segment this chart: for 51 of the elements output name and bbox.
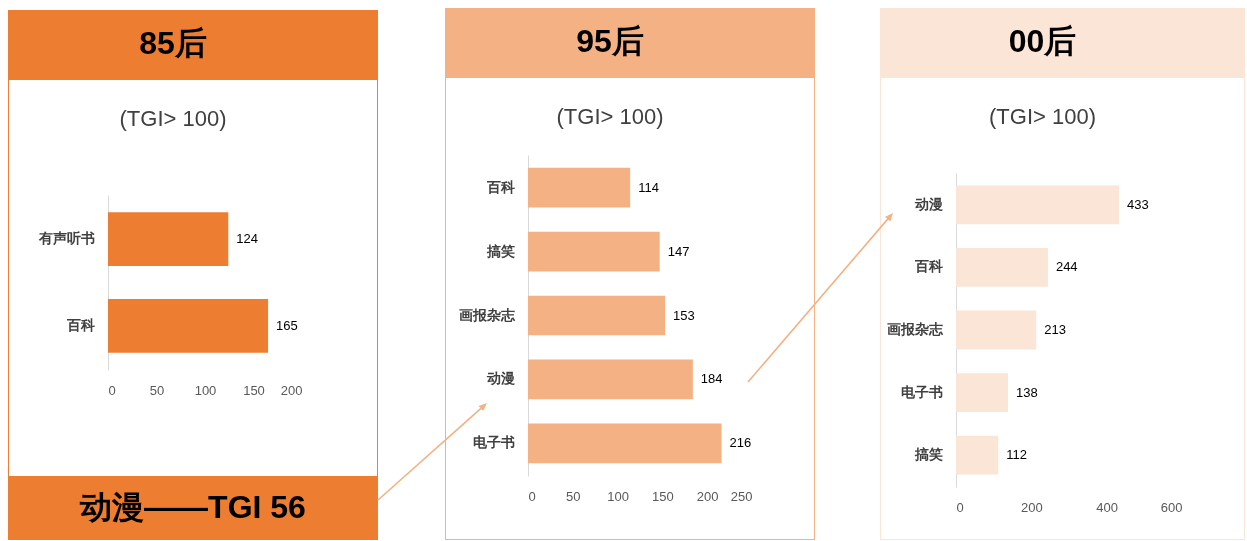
data-label: 184: [700, 371, 723, 387]
bar: [528, 231, 660, 272]
data-label: 216: [729, 435, 752, 451]
y-tick-label: 电子书: [472, 434, 515, 451]
y-tick-label: 百科: [65, 316, 95, 333]
x-tick-label: 250: [730, 488, 753, 504]
data-label: 153: [673, 307, 695, 323]
y-tick-label: 百科: [913, 258, 943, 275]
y-tick-label: 画报杂志: [886, 321, 944, 337]
y-tick-label: 百科: [485, 178, 515, 195]
chart-subtitle: (TGI> 100): [119, 106, 227, 131]
y-tick-label: 画报杂志: [458, 306, 516, 323]
y-tick-label: 搞笑: [485, 242, 515, 259]
x-tick-label: 100: [194, 382, 217, 398]
chart-subtitle: (TGI> 100): [989, 104, 1096, 129]
x-tick-label: 150: [652, 488, 674, 504]
chart-subtitle: (TGI> 100): [556, 104, 664, 129]
x-tick-label: 200: [696, 488, 719, 504]
bar: [528, 359, 693, 400]
x-tick-label: 600: [1160, 499, 1183, 515]
y-tick-label: 有声听书: [37, 230, 95, 247]
bar: [528, 295, 666, 336]
x-tick-label: 0: [528, 488, 536, 504]
bar: [528, 167, 631, 208]
y-tick-label: 电子书: [900, 383, 943, 400]
data-label: 147: [667, 243, 690, 259]
data-label: 165: [276, 317, 298, 333]
y-tick-label: 搞笑: [913, 446, 943, 463]
chart-title: 00后: [1008, 23, 1077, 59]
chart-title: 85后: [139, 25, 207, 61]
y-tick-label: 动漫: [485, 370, 515, 387]
x-tick-label: 50: [566, 488, 581, 504]
data-label: 138: [1015, 384, 1038, 400]
x-tick-label: 0: [956, 499, 964, 515]
data-label: 124: [236, 231, 258, 247]
data-label: 114: [638, 179, 659, 195]
x-tick-label: 200: [1020, 499, 1043, 515]
bar: [528, 423, 722, 464]
data-label: 112: [1006, 447, 1027, 463]
x-tick-label: 400: [1096, 499, 1119, 515]
x-tick-label: 0: [108, 382, 116, 398]
x-tick-label: 50: [149, 382, 165, 398]
data-label: 244: [1055, 259, 1078, 275]
x-tick-label: 200: [280, 382, 303, 398]
data-label: 213: [1044, 322, 1066, 337]
y-tick-label: 动漫: [913, 195, 943, 212]
data-label: 433: [1127, 196, 1149, 212]
chart-title: 95后: [576, 23, 644, 59]
x-tick-label: 100: [607, 488, 629, 504]
x-tick-label: 150: [243, 382, 265, 398]
text: 动漫——TGI 56: [8, 476, 378, 540]
